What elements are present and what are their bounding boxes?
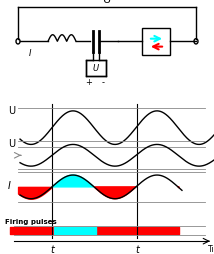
Text: U: U <box>93 64 99 73</box>
Text: Time: Time <box>208 244 214 253</box>
Bar <box>142 29 170 55</box>
Text: t: t <box>135 244 139 254</box>
Text: U: U <box>8 105 15 115</box>
Text: I: I <box>8 180 11 190</box>
Text: U: U <box>8 139 15 149</box>
Text: t: t <box>50 244 54 254</box>
Bar <box>86 61 106 76</box>
Text: +: + <box>86 78 92 87</box>
Text: Firing pulses: Firing pulses <box>5 218 57 224</box>
Text: I: I <box>29 49 31 58</box>
Text: U: U <box>103 0 111 5</box>
Text: -: - <box>101 78 104 87</box>
